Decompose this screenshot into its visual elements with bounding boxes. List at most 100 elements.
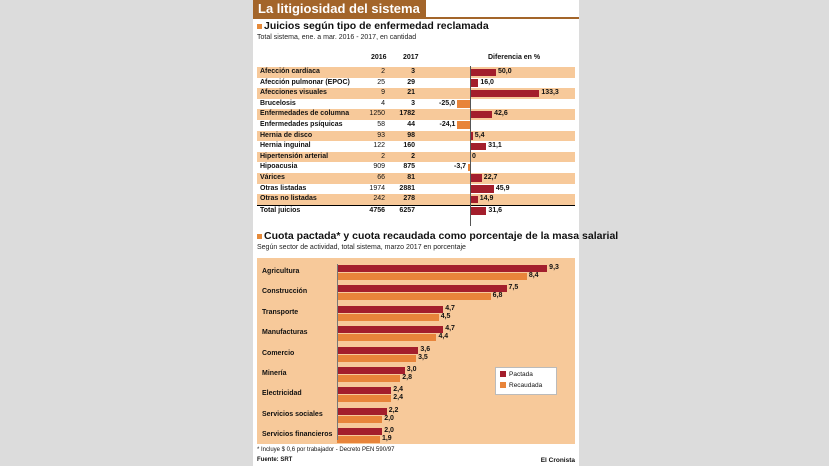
table-header: 2016 2017 Diferencia en %: [253, 54, 579, 64]
table-row: Afección pulmonar (EPOC) 25 29 16,0: [257, 78, 575, 89]
value-2017: 44: [407, 120, 415, 128]
infographic-title: La litigiosidad del sistema: [253, 0, 426, 17]
table-row: Hipertensión arterial 2 2 0: [257, 151, 575, 163]
bar-recaudada: [337, 313, 439, 321]
section1-title: Juicios según tipo de enfermedad reclama…: [264, 20, 489, 32]
row-label: Hipertensión arterial: [260, 152, 329, 160]
row-label: Enfermedades psíquicas: [260, 120, 343, 128]
bar-pactada: [337, 367, 405, 374]
diff-bar: [470, 185, 494, 193]
section1-subtitle: Total sistema, ene. a mar. 2016 - 2017, …: [257, 34, 417, 41]
bar-value-label: 6,8: [492, 292, 503, 300]
row-label: Total juicios: [260, 206, 301, 214]
diff-value-label: 14,9: [479, 195, 494, 203]
bar-recaudada: [337, 273, 527, 280]
footnote: * Incluye $ 0,6 por trabajador - Decreto…: [257, 447, 395, 453]
diff-value-label: 133,3: [541, 89, 559, 97]
bar-recaudada: [337, 375, 401, 382]
diff-bar: [470, 174, 482, 183]
value-2017: 3: [411, 99, 415, 107]
legend-item-recaudada: Recaudada: [500, 382, 542, 389]
table-row: Otras listadas 1974 2881 45,9: [257, 184, 575, 195]
bar-value-label: 3,0: [406, 366, 417, 373]
bar-value-label: 1,9: [381, 435, 392, 443]
diff-bar: [470, 79, 479, 87]
value-2016: 4: [381, 99, 385, 107]
value-2017: 29: [407, 78, 415, 86]
bar-value-label: 4,7: [445, 304, 455, 312]
diff-zero-line: [470, 66, 471, 226]
category-label: Construcción: [262, 288, 308, 296]
value-2017: 81: [407, 173, 415, 181]
value-2017: 21: [407, 89, 415, 97]
table-row: Hipoacusia 909 875 -3,7: [257, 162, 575, 173]
table-row: Otras no listadas 242 278 14,9: [257, 194, 575, 205]
row-label: Enfermedades de columna: [260, 110, 350, 118]
value-2017: 2881: [399, 184, 415, 192]
chart-legend: Pactada Recaudada: [495, 367, 557, 395]
value-2016: 2: [381, 152, 385, 160]
diff-value-label: -25,0: [439, 99, 455, 107]
legend-swatch-recaudada: [500, 382, 506, 389]
bar-recaudada: [337, 436, 380, 444]
table-row: Afección cardíaca 2 3 50,0: [257, 67, 575, 78]
bar-recaudada: [337, 334, 437, 342]
table-row: Brucelosis 4 3 -25,0: [257, 99, 575, 110]
value-2017: 6257: [399, 206, 415, 214]
bullet-square-icon: [257, 23, 262, 29]
table-row: Hernia inguinal 122 160 31,1: [257, 141, 575, 152]
table-row: Enfermedades psíquicas 58 44 -24,1: [257, 120, 575, 131]
bar-pactada: [337, 428, 383, 436]
diff-value-label: 0: [472, 152, 476, 160]
diff-value-label: 42,6: [494, 110, 508, 118]
bar-value-label: 8,4: [528, 272, 539, 279]
bar-value-label: 2,8: [402, 374, 412, 381]
bar-pactada: [337, 305, 444, 313]
diff-bar: [470, 132, 473, 140]
value-2016: 58: [377, 120, 385, 128]
bar-pactada: [337, 387, 392, 395]
diff-bar: [457, 121, 470, 130]
bar-value-label: 2,0: [384, 427, 394, 435]
bar-value-label: 7,5: [508, 284, 519, 292]
value-2017: 160: [403, 142, 415, 150]
bar-recaudada: [337, 395, 392, 403]
bullet-square-icon: [257, 233, 262, 239]
bar-value-label: 4,4: [438, 333, 449, 341]
bar-value-label: 9,3: [549, 264, 559, 271]
value-2016: 25: [377, 78, 385, 86]
diff-bar: [470, 89, 540, 98]
bar-value-label: 2,4: [393, 386, 403, 394]
legend-label-recaudada: Recaudada: [509, 382, 543, 389]
publisher-brand: El Cronista: [540, 457, 575, 464]
total-row: Total juicios 4756 6257 31,6: [257, 204, 575, 217]
row-label: Afección pulmonar (EPOC): [260, 78, 350, 86]
value-2016: 66: [377, 173, 385, 181]
row-label: Hernia inguinal: [260, 142, 311, 150]
value-2016: 1250: [369, 110, 385, 118]
diff-bar: [470, 68, 496, 77]
diff-bar: [457, 100, 470, 108]
bar-value-label: 3,6: [420, 345, 431, 353]
source-credit: Fuente: SRT: [257, 457, 293, 463]
bar-pactada: [337, 346, 419, 354]
value-2016: 122: [373, 142, 385, 150]
value-2016: 2: [381, 68, 385, 75]
category-label: Agricultura: [262, 268, 300, 275]
diff-bar: [470, 207, 487, 215]
col-2017-header: 2017: [403, 54, 419, 61]
section2-title: Cuota pactada* y cuota recaudada como po…: [264, 230, 619, 242]
bar-value-label: 2,0: [384, 414, 394, 422]
diff-value-label: 31,1: [488, 142, 502, 150]
row-label: Hipoacusia: [260, 163, 298, 171]
col-diff-header: Diferencia en %: [488, 54, 541, 61]
legend-swatch-pactada: [500, 371, 506, 378]
bar-value-label: 4,5: [440, 312, 451, 320]
category-label: Servicios financieros: [262, 431, 333, 439]
bar-value-label: 2,4: [393, 394, 403, 402]
value-2016: 909: [373, 163, 385, 171]
row-label: Otras listadas: [260, 184, 307, 192]
category-label: Servicios sociales: [262, 410, 323, 418]
bar-value-label: 2,2: [388, 406, 399, 414]
title-bar: La litigiosidad del sistema: [253, 0, 579, 19]
